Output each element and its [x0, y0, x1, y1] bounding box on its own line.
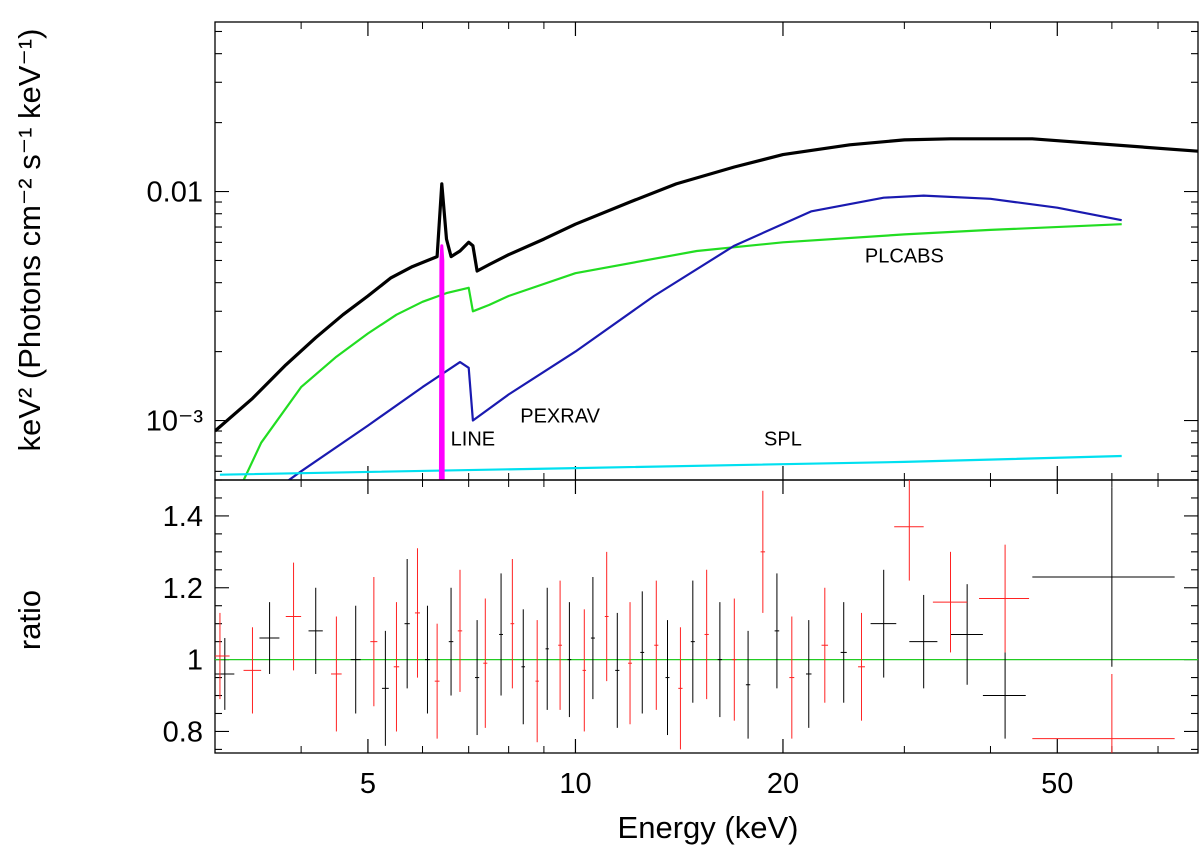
annotation-line: LINE	[451, 428, 495, 450]
annotation-pexrav: PEXRAV	[520, 406, 600, 428]
series-spl-line	[219, 454, 1122, 476]
x-tick-label: 20	[767, 768, 799, 800]
x-tick-label: 5	[360, 768, 376, 800]
top-y-tick-label: 0.01	[147, 177, 203, 209]
x-axis-label: Energy (keV)	[618, 810, 799, 845]
bottom-panel: 5 10 20 50 0.8 1 1.2 1.4	[163, 479, 1199, 800]
y-axis-label-bottom: ratio	[12, 590, 47, 650]
series-line-line	[438, 244, 445, 480]
series-total-model-line	[215, 137, 1198, 433]
bottom-y-tick-label: 0.8	[163, 716, 203, 748]
annotation-plcabs: PLCABS	[865, 245, 944, 267]
ratio-points	[215, 480, 1198, 753]
series-pexrav-line	[287, 194, 1122, 480]
x-tick-label: 10	[559, 768, 591, 800]
x-tick-label: 50	[1041, 768, 1073, 800]
bottom-y-tick-label: 1.2	[163, 573, 203, 605]
bottom-plot-frame	[214, 479, 1199, 754]
bottom-y-tick-label: 1.4	[163, 501, 203, 533]
bottom-y-tick-label: 1	[187, 645, 203, 677]
top-y-tick-label: 10⁻³	[146, 406, 204, 438]
annotation-spl: SPL	[764, 428, 802, 450]
series-plcabs-line	[242, 223, 1122, 480]
top-curves	[215, 137, 1198, 480]
y-axis-label-top: keV² (Photons cm⁻² s⁻¹ keV⁻¹)	[12, 29, 47, 452]
top-panel: 0.01 10⁻³ PLCABS PEXRAV LINE SPL	[146, 21, 1199, 481]
